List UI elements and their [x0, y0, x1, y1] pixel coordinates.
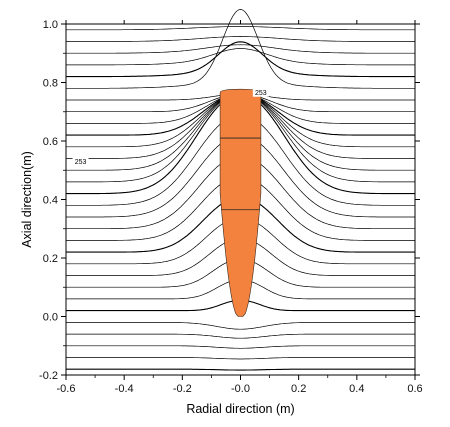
axis-ticks: -0.6 -0.4 -0.2 -0.0 0.2 0.4 0.6 -0.2 0.0 0.2 0.4 0.… — [39, 19, 423, 395]
y-tick-label: 0.0 — [43, 312, 58, 324]
y-tick-label: 1.0 — [43, 19, 58, 31]
contour-label: 253 — [75, 159, 87, 166]
contour-line — [66, 322, 415, 330]
flame-body-region — [219, 88, 262, 317]
x-tick-label: 0.2 — [291, 383, 306, 395]
contour-label: 253 — [255, 90, 267, 97]
y-tick-label: 0.6 — [43, 136, 58, 148]
x-tick-label: 0.4 — [349, 383, 364, 395]
flame-body — [219, 88, 262, 317]
contour-line — [66, 41, 415, 78]
contour-line — [66, 9, 415, 89]
contour-line — [66, 345, 415, 349]
y-axis-title: Axial direction(m) — [20, 151, 34, 248]
contour-line — [66, 357, 415, 360]
contour-line — [66, 36, 415, 42]
x-axis-title: Radial direction (m) — [186, 402, 294, 416]
x-tick-label: -0.2 — [173, 383, 192, 395]
contour-line — [66, 26, 415, 31]
contour-line — [66, 333, 415, 339]
x-tick-label: 0.6 — [407, 383, 422, 395]
contour-labels: 253 253 — [72, 87, 269, 166]
y-tick-label: -0.2 — [39, 370, 58, 382]
x-tick-label: -0.6 — [57, 383, 76, 395]
y-tick-label: 0.4 — [43, 195, 58, 207]
x-tick-label: -0.4 — [115, 383, 134, 395]
y-tick-label: 0.2 — [43, 253, 58, 265]
contour-line — [66, 44, 415, 54]
contour-label-background — [252, 87, 269, 97]
y-tick-label: 0.8 — [43, 78, 58, 90]
contour-line — [66, 48, 415, 66]
x-tick-label: -0.0 — [231, 383, 250, 395]
contour-label-background — [72, 156, 89, 166]
contour-line — [66, 368, 415, 371]
